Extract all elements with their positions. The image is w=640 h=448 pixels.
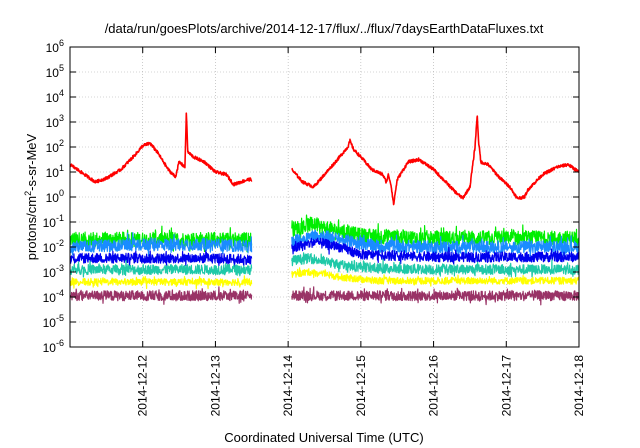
x-tick-label: 2014-12-12 — [136, 355, 150, 417]
y-tick-label: 102 — [46, 138, 64, 155]
series-line — [291, 115, 579, 206]
y-tick-label: 103 — [46, 113, 64, 130]
grid-lines — [70, 47, 579, 347]
tick-marks — [70, 46, 580, 348]
y-axis-label: protons/cm2-s-sr-MeV — [23, 133, 39, 260]
data-series — [70, 112, 579, 306]
x-tick-label: 2014-12-17 — [499, 355, 513, 417]
series-line — [291, 237, 579, 265]
x-tick-label: 2014-12-13 — [208, 355, 222, 417]
chart-title: /data/run/goesPlots/archive/2014-12-17/f… — [105, 21, 544, 36]
y-tick-label: 101 — [46, 163, 64, 180]
series-line — [70, 286, 253, 305]
series-line — [291, 267, 579, 287]
y-tick-label: 100 — [46, 188, 64, 205]
x-tick-label: 2014-12-15 — [354, 355, 368, 417]
y-tick-label: 10-6 — [43, 338, 64, 355]
series-line — [70, 232, 253, 257]
series-line — [70, 259, 253, 278]
y-tick-label: 10-3 — [43, 263, 64, 280]
y-tick-label: 105 — [46, 63, 64, 80]
series-line — [291, 229, 579, 259]
y-tick-label: 10-2 — [43, 238, 64, 255]
x-tick-label: 2014-12-18 — [572, 355, 586, 417]
y-tick-label: 10-4 — [43, 288, 64, 305]
x-axis-label: Coordinated Universal Time (UTC) — [224, 430, 423, 445]
x-tick-labels: 2014-12-12 2014-12-13 2014-12-14 2014-12-15… — [136, 355, 586, 417]
x-tick-label: 2014-12-16 — [427, 355, 441, 417]
y-tick-label: 104 — [46, 88, 64, 105]
x-tick-label: 2014-12-14 — [281, 355, 295, 417]
series-line — [291, 252, 579, 278]
y-tick-label: 10-1 — [43, 213, 64, 230]
series-line — [70, 275, 253, 290]
y-tick-labels: 10-6 10-5 10-4 10-3 10-2 10-1 100 101 102 103 104 1… — [43, 38, 64, 355]
series-line — [70, 250, 253, 269]
y-tick-label: 106 — [46, 38, 64, 55]
series-line — [291, 286, 579, 306]
y-axis-label-rest: -s-sr-MeV — [24, 133, 39, 190]
y-axis-label-base: protons/cm — [24, 196, 39, 260]
y-axis-label-sup: 2 — [23, 191, 33, 196]
y-tick-label: 10-5 — [43, 313, 64, 330]
series-line — [70, 112, 253, 187]
